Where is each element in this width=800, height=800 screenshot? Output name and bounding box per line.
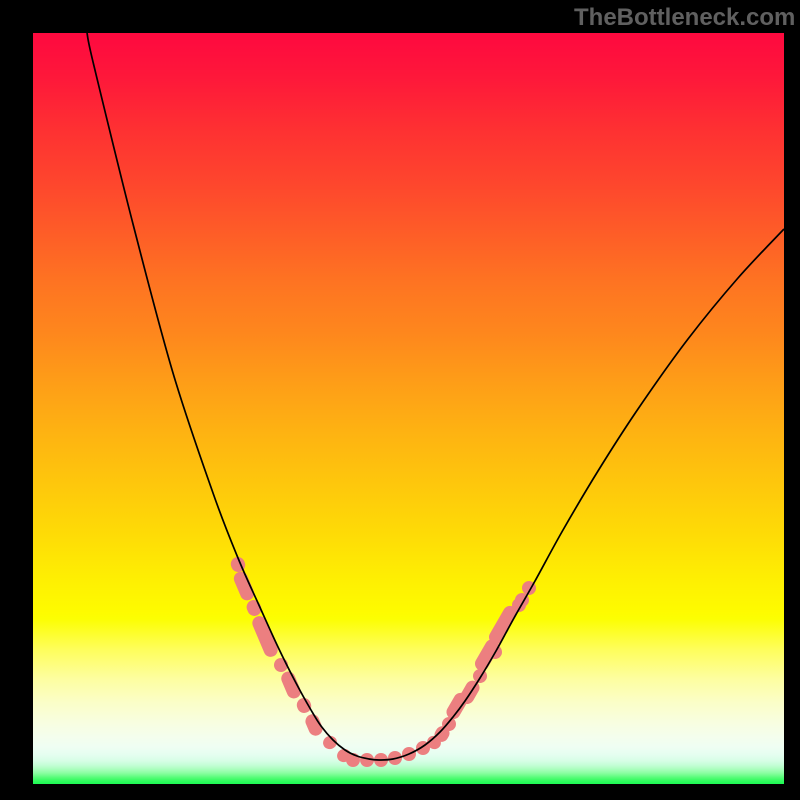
- plot-area: [33, 33, 784, 784]
- bottleneck-curve: [87, 33, 784, 760]
- data-marker: [250, 614, 280, 659]
- data-marker: [232, 569, 257, 602]
- watermark-text: TheBottleneck.com: [574, 4, 795, 32]
- chart-svg: [33, 33, 784, 784]
